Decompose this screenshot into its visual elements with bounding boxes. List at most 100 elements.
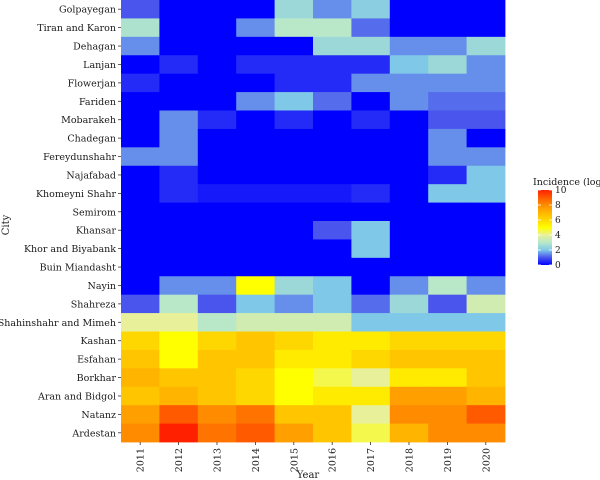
heatmap-cell — [389, 73, 429, 93]
heatmap-cell — [236, 331, 275, 351]
legend-tick-label: 6 — [555, 216, 561, 226]
y-tick-label: Natanz — [81, 410, 116, 421]
heatmap-cell — [351, 73, 391, 93]
y-tick-label: Shahreza — [71, 299, 117, 310]
y-tick-label: Najafabad — [66, 170, 116, 181]
heatmap-cell — [466, 294, 506, 314]
x-tick-label: 2011 — [136, 448, 147, 472]
heatmap-cell — [466, 276, 506, 296]
heatmap-cell — [274, 313, 314, 332]
heatmap-cell — [159, 313, 199, 332]
heatmap-cell — [389, 165, 429, 185]
heatmap-cell — [466, 405, 506, 424]
heatmap-cell — [236, 221, 275, 240]
heatmap-cell — [313, 110, 352, 130]
heatmap-cell — [121, 55, 160, 75]
heatmap-cell — [197, 257, 237, 277]
heatmap-cell — [428, 331, 467, 351]
heatmap-cell — [466, 147, 506, 167]
heatmap-cell — [389, 184, 429, 203]
heatmap-cell — [197, 368, 237, 388]
heatmap-cell — [274, 405, 314, 424]
heatmap-cell — [313, 55, 352, 75]
heatmap-cell — [274, 0, 314, 19]
heatmap-cell — [159, 368, 199, 388]
heatmap-cell — [313, 405, 352, 424]
heatmap-cell — [466, 202, 506, 222]
heatmap-cell — [389, 239, 429, 259]
heatmap-cell — [236, 128, 275, 148]
heatmap-cell — [428, 18, 467, 38]
heatmap-cell — [121, 221, 160, 240]
heatmap-cell — [466, 386, 506, 406]
heatmap-cell — [313, 73, 352, 93]
heatmap-cell — [313, 313, 352, 332]
heatmap-cell — [428, 36, 467, 56]
heatmap-cell — [428, 55, 467, 75]
heatmap-cell — [351, 18, 391, 38]
heatmap-cell — [121, 368, 160, 388]
heatmap-cell — [197, 128, 237, 148]
heatmap-cell — [466, 165, 506, 185]
heatmap-cell — [466, 239, 506, 259]
heatmap-cell — [236, 73, 275, 93]
heatmap-cell — [159, 257, 199, 277]
heatmap-cell — [121, 294, 160, 314]
y-tick-label: Borkhar — [77, 373, 117, 384]
y-tick-label: Ardestan — [71, 428, 116, 439]
heatmap-cell — [428, 128, 467, 148]
heatmap-cell — [197, 110, 237, 130]
heatmap-cell — [428, 184, 467, 203]
heatmap-cell — [428, 386, 467, 406]
heatmap-cell — [197, 202, 237, 222]
heatmap-cell — [159, 0, 199, 19]
heatmap-cell — [351, 405, 391, 424]
heatmap-cell — [236, 184, 275, 203]
heatmap-cell — [389, 0, 429, 19]
heatmap-cell — [121, 184, 160, 203]
heatmap-cell — [351, 276, 391, 296]
heatmap-cell — [313, 128, 352, 148]
heatmap-cell — [466, 73, 506, 93]
heatmap-cell — [121, 128, 160, 148]
y-tick-label: Dehagan — [73, 42, 116, 53]
y-tick-label: Golpayegan — [59, 5, 116, 16]
heatmap-cell — [351, 257, 391, 277]
heatmap-cell — [236, 423, 275, 443]
heatmap-cell — [121, 386, 160, 406]
heatmap-cell — [313, 294, 352, 314]
color-legend: Incidence (log2) 0 2 4 6 8 10 — [533, 177, 600, 271]
x-tick-label: 2017 — [366, 448, 377, 472]
y-tick-label: Esfahan — [77, 355, 116, 366]
heatmap-cell — [351, 294, 391, 314]
heatmap-cell — [428, 294, 467, 314]
heatmap-cell — [351, 202, 391, 222]
heatmap-cell — [274, 423, 314, 443]
heatmap-cell — [197, 313, 237, 332]
heatmap-cell — [197, 147, 237, 167]
heatmap-cell — [313, 276, 352, 296]
heatmap-cell — [351, 36, 391, 56]
heatmap-cell — [466, 92, 506, 111]
heatmap-cell — [197, 221, 237, 240]
heatmap-cell — [313, 221, 352, 240]
heatmap-cell — [466, 184, 506, 203]
heatmap-cell — [121, 110, 160, 130]
heatmap-cell — [389, 405, 429, 424]
y-tick-label: Khor and Biyabank — [24, 244, 116, 255]
heatmap-cell — [466, 110, 506, 130]
heatmap-cell — [428, 405, 467, 424]
heatmap-cell — [313, 349, 352, 369]
heatmap-cell — [313, 368, 352, 388]
heatmap-cell — [159, 386, 199, 406]
heatmap-cell — [236, 147, 275, 167]
y-tick-label: Khansar — [76, 226, 117, 237]
heatmap-cell — [351, 239, 391, 259]
y-tick-label: Flowerjan — [68, 78, 116, 89]
heatmap-cell — [236, 294, 275, 314]
heatmap-cell — [313, 239, 352, 259]
heatmap-cell — [121, 0, 160, 19]
heatmap-cell — [389, 368, 429, 388]
x-tick-label: 2016 — [328, 448, 339, 472]
x-axis-title: Year — [296, 470, 320, 480]
